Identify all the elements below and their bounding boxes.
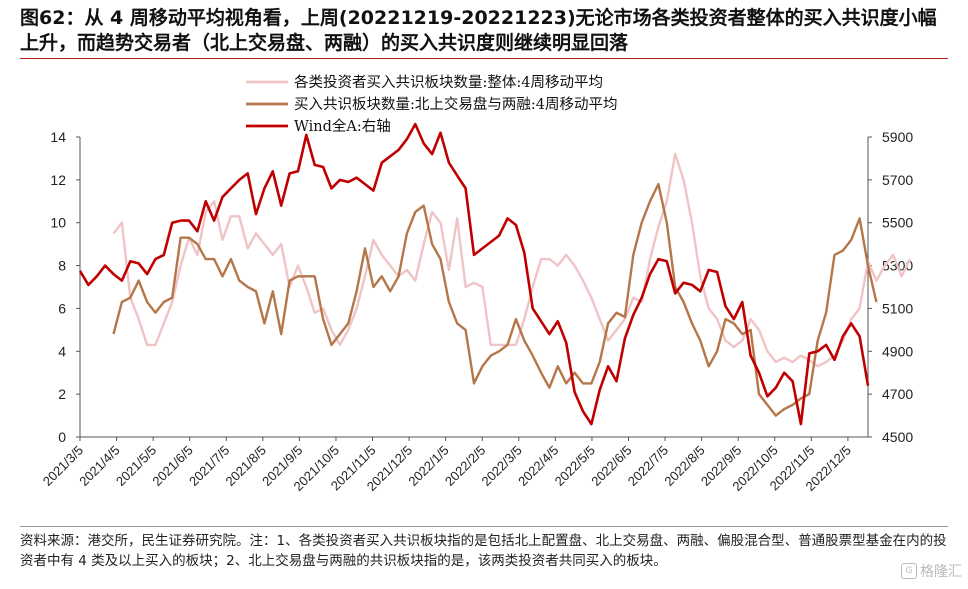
title-divider: [20, 58, 948, 59]
watermark-text: 格隆汇: [920, 564, 962, 580]
y-left-tick-label: 2: [58, 386, 66, 402]
y-left-tick-label: 8: [58, 258, 66, 274]
y-right-tick-label: 4900: [882, 343, 913, 359]
y-right-tick-label: 5500: [882, 215, 913, 231]
line-chart: 各类投资者买入共识板块数量:整体:4周移动平均买入共识板块数量:北上交易盘与两融…: [40, 73, 914, 494]
watermark: G 格隆汇: [901, 561, 962, 581]
chart-series: [78, 122, 911, 426]
source-divider: [20, 526, 948, 527]
source-note: 资料来源：港交所，民生证券研究院。注：1、各类投资者买入共识板块指的是包括北上配…: [20, 533, 947, 569]
y-left-tick-label: 6: [58, 300, 66, 316]
page-title: 图62：从 4 周移动平均视角看，上周(20221219-20221223)无论…: [20, 7, 937, 54]
y-right-tick-label: 5700: [882, 172, 913, 188]
gelonghui-logo-icon: G: [901, 563, 917, 579]
y-left-tick-label: 12: [50, 172, 66, 188]
y-right-tick-label: 5100: [882, 300, 913, 316]
y-right-tick-label: 4500: [882, 429, 913, 445]
series-line-2: [112, 182, 878, 417]
legend-label-1: 各类投资者买入共识板块数量:整体:4周移动平均: [294, 73, 603, 91]
y-left-tick-label: 14: [50, 129, 66, 145]
y-left-tick-label: 10: [50, 215, 66, 231]
chart-legend: 各类投资者买入共识板块数量:整体:4周移动平均买入共识板块数量:北上交易盘与两融…: [246, 73, 618, 135]
y-right-tick-label: 4700: [882, 386, 913, 402]
series-line-3: [78, 122, 870, 426]
series-line-1: [112, 152, 911, 368]
legend-label-3: Wind全A:右轴: [294, 117, 391, 135]
legend-label-2: 买入共识板块数量:北上交易盘与两融:4周移动平均: [294, 95, 618, 113]
y-left-tick-label: 0: [58, 429, 66, 445]
y-left-tick-label: 4: [58, 343, 66, 359]
chart-axes: 0246810121445004700490051005300550057005…: [40, 129, 914, 494]
y-right-tick-label: 5900: [882, 129, 913, 145]
